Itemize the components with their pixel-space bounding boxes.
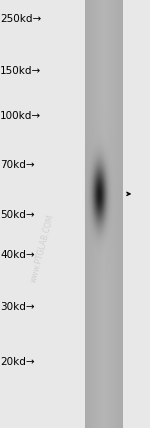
Text: 50kd→: 50kd→ <box>0 210 35 220</box>
Bar <box>114 0 115 428</box>
Bar <box>122 0 123 428</box>
Bar <box>117 0 118 428</box>
Bar <box>88 0 89 428</box>
Text: 100kd→: 100kd→ <box>0 111 41 122</box>
Text: 30kd→: 30kd→ <box>0 302 35 312</box>
Bar <box>107 0 108 428</box>
Bar <box>112 0 113 428</box>
Bar <box>89 0 90 428</box>
Bar <box>115 0 116 428</box>
Bar <box>95 0 96 428</box>
Bar <box>97 0 98 428</box>
Bar <box>99 0 100 428</box>
Bar <box>91 0 92 428</box>
Bar <box>118 0 119 428</box>
Bar <box>119 0 120 428</box>
Bar <box>90 0 91 428</box>
Bar <box>121 0 122 428</box>
Text: 40kd→: 40kd→ <box>0 250 35 260</box>
Text: www.PTGLAB.COM: www.PTGLAB.COM <box>28 213 56 283</box>
Bar <box>103 0 104 428</box>
Bar <box>93 0 94 428</box>
Bar <box>100 0 101 428</box>
Bar <box>109 0 110 428</box>
Bar <box>96 0 97 428</box>
Bar <box>113 0 114 428</box>
Bar <box>108 0 109 428</box>
Bar <box>86 0 87 428</box>
Bar <box>92 0 93 428</box>
Bar <box>87 0 88 428</box>
Bar <box>101 0 102 428</box>
Bar <box>98 0 99 428</box>
Bar <box>103 0 104 428</box>
Bar <box>94 0 95 428</box>
Bar <box>120 0 121 428</box>
Bar <box>111 0 112 428</box>
Bar <box>106 0 107 428</box>
Text: 20kd→: 20kd→ <box>0 357 35 367</box>
Bar <box>85 0 86 428</box>
Bar <box>102 0 103 428</box>
Text: 150kd→: 150kd→ <box>0 66 41 77</box>
Bar <box>110 0 111 428</box>
Bar <box>116 0 117 428</box>
Bar <box>105 0 106 428</box>
Bar <box>100 0 101 428</box>
Text: 70kd→: 70kd→ <box>0 160 35 170</box>
Bar <box>104 0 105 428</box>
Text: 250kd→: 250kd→ <box>0 14 41 24</box>
Bar <box>111 0 112 428</box>
